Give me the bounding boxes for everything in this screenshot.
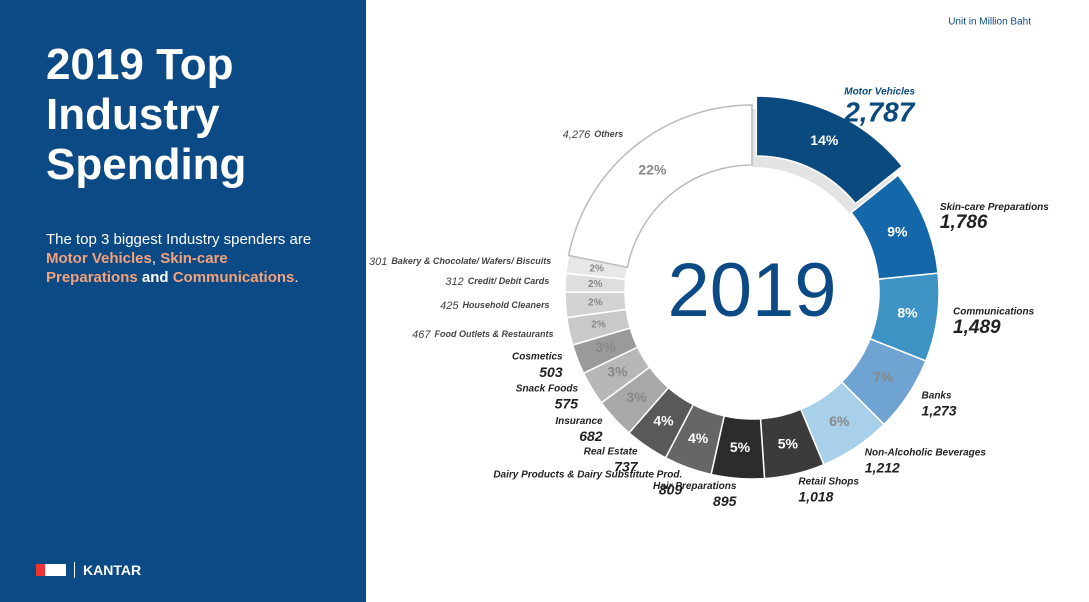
title-line: Spending <box>46 140 247 189</box>
value-label: 895 <box>713 493 737 509</box>
logo-mark <box>36 564 66 576</box>
percent-label: 4% <box>688 430 709 446</box>
value-label: 2,787 <box>843 96 915 127</box>
value-label: 1,786 <box>940 212 988 233</box>
percent-label: 7% <box>873 369 894 385</box>
description-part: The top 3 biggest Industry spenders are <box>46 231 312 248</box>
percent-label: 8% <box>897 304 918 320</box>
value-label: 503 <box>539 364 563 380</box>
center-disc <box>627 167 877 417</box>
description-part: , <box>151 250 161 267</box>
category-label: Motor Vehicles <box>844 87 915 98</box>
category-label: Skin-care Preparations <box>940 202 1049 213</box>
donut-slice <box>755 95 904 205</box>
description-part: Communications <box>172 269 295 286</box>
percent-label: 3% <box>607 364 628 380</box>
value-label: 682 <box>579 428 603 444</box>
category-label: Credit/ Debit Cards <box>468 276 550 286</box>
category-label-group: 425 Household Cleaners <box>440 300 549 312</box>
page-title: 2019 Top Industry Spending <box>46 40 246 190</box>
value-label: 425 <box>440 300 459 312</box>
logo: KANTAR <box>36 562 141 578</box>
category-label: Others <box>594 129 623 139</box>
percent-label: 14% <box>810 132 839 148</box>
unit-note: Unit in Million Baht <box>948 17 1031 28</box>
percent-label: 5% <box>730 439 751 455</box>
percent-label: 2% <box>589 263 604 274</box>
category-label: Non-Alcoholic Beverages <box>865 447 987 458</box>
category-label: Insurance <box>555 416 603 427</box>
value-label: 737 <box>614 458 639 474</box>
percent-label: 22% <box>638 161 667 177</box>
category-label-group: 301 Bakery & Chocolate/ Wafers/ Biscuits <box>369 256 551 268</box>
category-label: Hair Preparations <box>653 481 737 492</box>
value-label: 575 <box>555 395 579 411</box>
value-label: 301 <box>369 256 387 268</box>
side-panel: 2019 Top Industry Spending The top 3 bigge… <box>0 0 366 602</box>
percent-label: 3% <box>626 389 647 405</box>
category-label-group: 312 Credit/ Debit Cards <box>445 276 549 288</box>
value-label: 1,489 <box>953 317 1001 338</box>
value-label: 1,018 <box>798 488 833 504</box>
title-line: Industry <box>46 90 220 139</box>
category-label: Household Cleaners <box>462 300 549 310</box>
percent-label: 3% <box>595 339 616 355</box>
category-label-group: 467 Food Outlets & Restaurants <box>412 329 553 341</box>
description-part: and <box>137 269 173 286</box>
category-label: Dairy Products & Dairy Substitute Prod. <box>493 469 682 480</box>
category-label: Bakery & Chocolate/ Wafers/ Biscuits <box>391 256 551 266</box>
value-label: 809 <box>659 481 683 497</box>
logo-separator <box>74 562 75 578</box>
category-label: Banks <box>922 390 952 401</box>
description-part: . <box>294 269 299 286</box>
logo-text: KANTAR <box>83 562 142 578</box>
donut-slice <box>567 104 753 269</box>
value-label: 1,212 <box>865 459 900 475</box>
category-label: Food Outlets & Restaurants <box>435 329 554 339</box>
category-label: Snack Foods <box>516 383 579 394</box>
description-part: Motor Vehicles <box>46 250 152 267</box>
percent-label: 2% <box>588 279 603 290</box>
category-label: Retail Shops <box>798 476 859 487</box>
title-line: 2019 Top <box>46 40 234 89</box>
percent-label: 6% <box>829 413 850 429</box>
percent-label: 2% <box>588 297 603 308</box>
percent-label: 2% <box>591 320 606 331</box>
value-label: 4,276 <box>563 129 591 141</box>
description-part: Skin-care Preparations <box>46 250 228 286</box>
percent-label: 4% <box>653 412 674 428</box>
value-label: 1,273 <box>922 402 957 418</box>
percent-label: 9% <box>887 223 908 239</box>
category-label: Cosmetics <box>512 352 563 363</box>
value-label: 467 <box>412 329 431 341</box>
category-label-group: 4,276 Others <box>563 129 624 141</box>
center-label: 2019 <box>667 248 836 333</box>
description: The top 3 biggest Industry spenders are … <box>46 230 316 287</box>
value-label: 312 <box>445 276 463 288</box>
percent-label: 5% <box>778 436 799 452</box>
category-label: Real Estate <box>584 446 638 457</box>
category-label: Communications <box>953 307 1035 318</box>
